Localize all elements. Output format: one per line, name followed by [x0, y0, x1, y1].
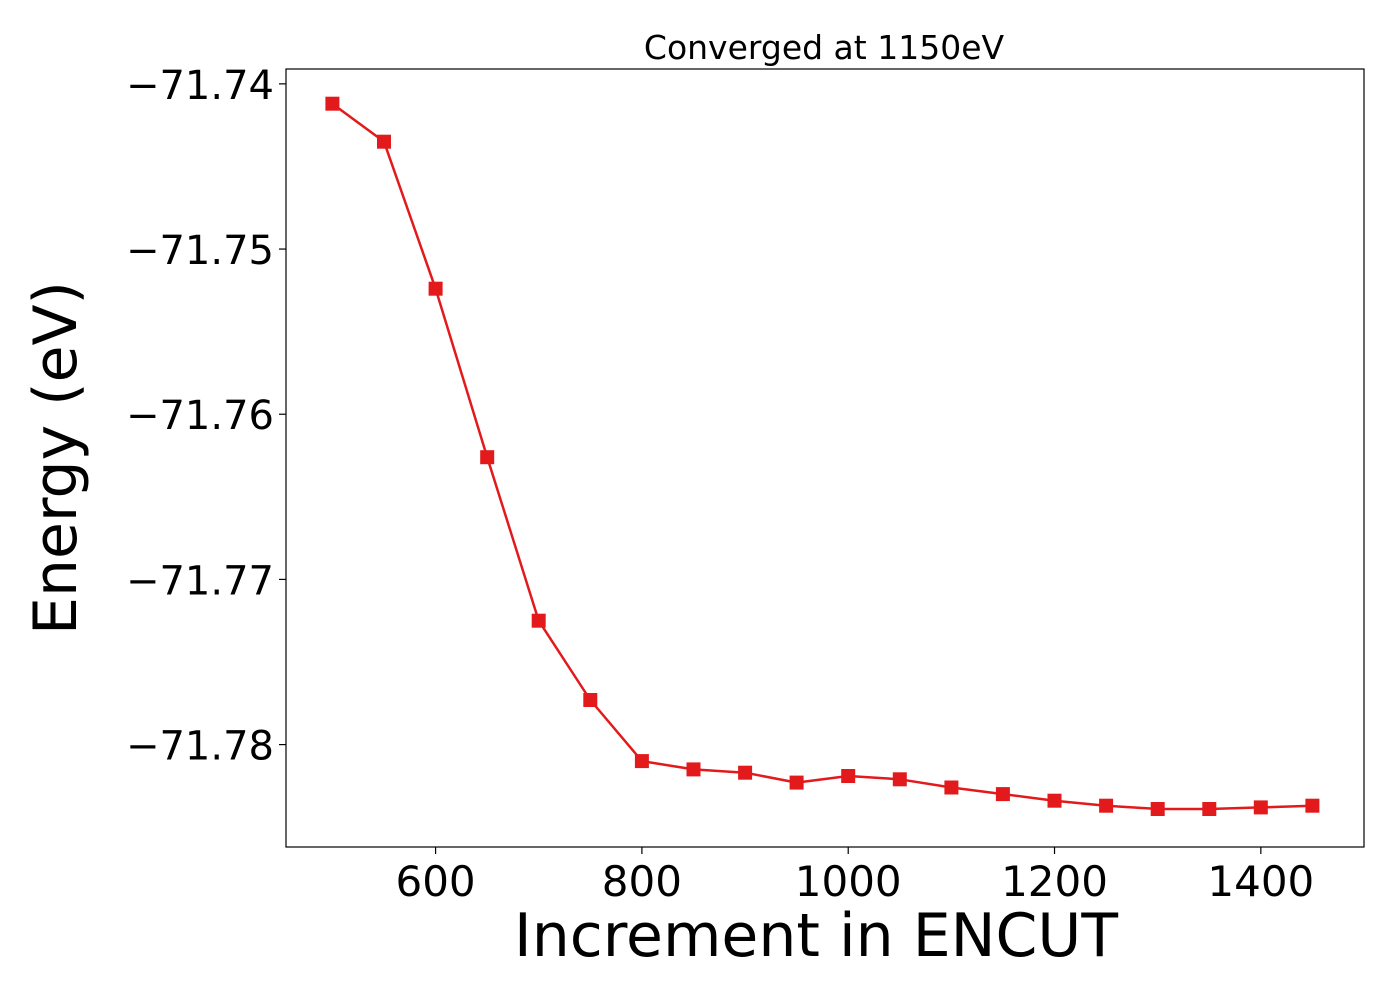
- data-point: [1099, 798, 1114, 813]
- x-tick-label: 800: [602, 857, 682, 906]
- data-point: [531, 613, 546, 628]
- y-tick-label: −71.74: [126, 63, 274, 109]
- data-point: [892, 772, 907, 787]
- x-tick-label: 1400: [1207, 857, 1314, 906]
- y-tick-label: −71.78: [126, 724, 274, 770]
- x-tick-label: 1200: [1001, 857, 1108, 906]
- data-point: [1253, 800, 1268, 815]
- data-point: [789, 775, 804, 790]
- data-point: [325, 96, 340, 111]
- y-tick-label: −71.75: [126, 228, 274, 274]
- x-tick-label: 600: [395, 857, 475, 906]
- data-point: [1047, 793, 1062, 808]
- y-axis-title: Energy (eV): [21, 281, 91, 635]
- chart-title: Converged at 1150eV: [644, 28, 1005, 67]
- x-tick-label: 1000: [795, 857, 902, 906]
- data-point: [634, 754, 649, 769]
- data-point: [738, 765, 753, 780]
- plot-area: 600 800 1000 1200 1400 −71.74 −71.75 −71.76 −71.…: [126, 63, 1365, 906]
- data-point: [377, 134, 391, 149]
- data-point: [841, 769, 856, 783]
- data-point: [428, 281, 443, 296]
- y-tick-label: −71.77: [126, 558, 274, 604]
- data-point: [1202, 802, 1217, 816]
- plot-frame: [285, 68, 1365, 848]
- data-point: [480, 450, 495, 465]
- y-tick-label: −71.76: [126, 393, 274, 439]
- data-point: [1305, 798, 1320, 813]
- data-point: [1150, 802, 1165, 816]
- data-point: [944, 780, 959, 795]
- x-axis-title: Increment in ENCUT: [514, 901, 1118, 971]
- data-point: [995, 787, 1010, 802]
- data-point: [583, 693, 598, 707]
- data-point: [686, 762, 701, 777]
- series-line: [331, 102, 1313, 811]
